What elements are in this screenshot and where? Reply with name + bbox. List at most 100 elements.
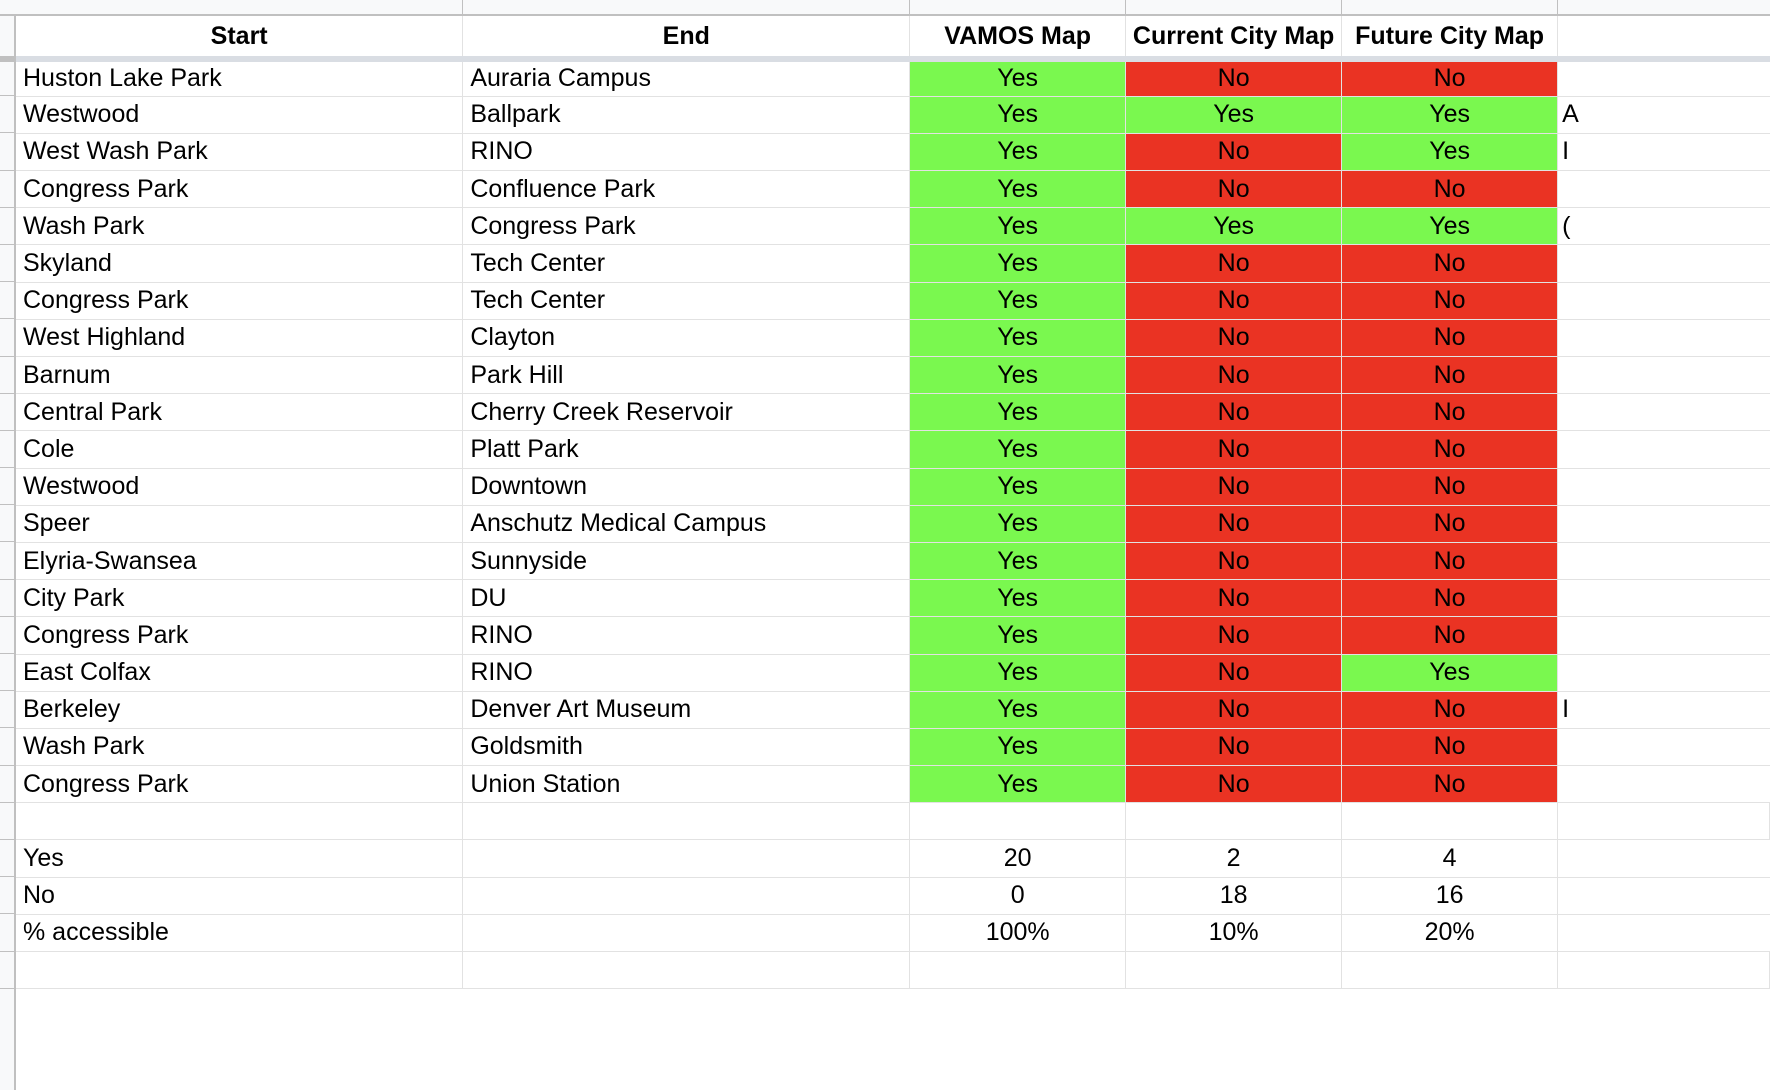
cell-vamos[interactable]: Yes bbox=[909, 765, 1127, 804]
cell-overflow[interactable]: ( bbox=[1557, 207, 1770, 246]
row-divider[interactable] bbox=[0, 355, 16, 357]
summary-vamos[interactable]: 100% bbox=[909, 914, 1127, 953]
cell-vamos[interactable]: Yes bbox=[909, 170, 1127, 209]
cell-future[interactable]: No bbox=[1341, 282, 1559, 320]
cell-end[interactable]: Ballpark bbox=[462, 96, 911, 134]
cell-start[interactable]: Skyland bbox=[16, 244, 464, 283]
cell-current[interactable]: No bbox=[1125, 654, 1343, 692]
empty-cell[interactable] bbox=[1557, 914, 1770, 953]
row-divider[interactable] bbox=[0, 95, 16, 97]
freeze-handle[interactable] bbox=[0, 56, 16, 62]
cell-end[interactable]: Platt Park bbox=[462, 430, 911, 469]
cell-vamos[interactable]: Yes bbox=[909, 654, 1127, 692]
cell-start[interactable]: Central Park bbox=[16, 393, 464, 432]
cell-vamos[interactable]: Yes bbox=[909, 319, 1127, 358]
cell-vamos[interactable]: Yes bbox=[909, 728, 1127, 767]
cell-start[interactable]: Wash Park bbox=[16, 728, 464, 767]
column-divider[interactable] bbox=[1125, 0, 1126, 16]
cell-future[interactable]: No bbox=[1341, 59, 1559, 97]
row-divider[interactable] bbox=[0, 243, 16, 245]
cell-start[interactable]: Congress Park bbox=[16, 765, 464, 804]
cell-start[interactable]: Westwood bbox=[16, 96, 464, 134]
cell-start[interactable]: West Highland bbox=[16, 319, 464, 358]
empty-cell[interactable] bbox=[462, 877, 911, 915]
row-divider[interactable] bbox=[0, 764, 16, 766]
row-divider[interactable] bbox=[0, 615, 16, 617]
row-divider[interactable] bbox=[0, 987, 16, 989]
row-divider[interactable] bbox=[0, 578, 16, 580]
cell-end[interactable]: Cherry Creek Reservoir bbox=[462, 393, 911, 432]
cell-future[interactable]: No bbox=[1341, 319, 1559, 358]
summary-current[interactable]: 10% bbox=[1125, 914, 1343, 953]
cell-end[interactable]: Goldsmith bbox=[462, 728, 911, 767]
column-divider[interactable] bbox=[462, 0, 463, 16]
header-vamos-map[interactable]: VAMOS Map bbox=[909, 16, 1127, 62]
row-divider[interactable] bbox=[0, 132, 16, 134]
cell-start[interactable]: Congress Park bbox=[16, 170, 464, 209]
cell-future[interactable]: No bbox=[1341, 430, 1559, 469]
header-current-city-map[interactable]: Current City Map bbox=[1125, 16, 1343, 62]
cell-vamos[interactable]: Yes bbox=[909, 59, 1127, 97]
cell-future[interactable]: No bbox=[1341, 728, 1559, 767]
summary-future[interactable]: 4 bbox=[1341, 839, 1559, 878]
cell-current[interactable]: No bbox=[1125, 319, 1343, 358]
cell-end[interactable]: Sunnyside bbox=[462, 542, 911, 581]
summary-current[interactable]: 18 bbox=[1125, 877, 1343, 915]
empty-cell[interactable] bbox=[1557, 877, 1770, 915]
cell-overflow[interactable] bbox=[1557, 579, 1770, 618]
cell-vamos[interactable]: Yes bbox=[909, 579, 1127, 618]
cell-future[interactable]: No bbox=[1341, 616, 1559, 655]
cell-end[interactable]: Tech Center bbox=[462, 244, 911, 283]
row-divider[interactable] bbox=[0, 690, 16, 692]
empty-cell[interactable] bbox=[1557, 951, 1770, 990]
cell-vamos[interactable]: Yes bbox=[909, 505, 1127, 543]
cell-vamos[interactable]: Yes bbox=[909, 616, 1127, 655]
cell-current[interactable]: No bbox=[1125, 170, 1343, 209]
cell-current[interactable]: Yes bbox=[1125, 96, 1343, 134]
cell-end[interactable]: Auraria Campus bbox=[462, 59, 911, 97]
cell-future[interactable]: No bbox=[1341, 542, 1559, 581]
row-divider[interactable] bbox=[0, 876, 16, 878]
row-divider[interactable] bbox=[0, 541, 16, 543]
cell-overflow[interactable] bbox=[1557, 542, 1770, 581]
cell-start[interactable]: Wash Park bbox=[16, 207, 464, 246]
cell-current[interactable]: No bbox=[1125, 282, 1343, 320]
cell-end[interactable]: Park Hill bbox=[462, 356, 911, 395]
cell-current[interactable]: No bbox=[1125, 244, 1343, 283]
cell-future[interactable]: No bbox=[1341, 170, 1559, 209]
cell-overflow[interactable] bbox=[1557, 505, 1770, 543]
empty-cell[interactable] bbox=[1557, 839, 1770, 878]
cell-future[interactable]: No bbox=[1341, 244, 1559, 283]
cell-overflow[interactable]: I bbox=[1557, 691, 1770, 729]
cell-end[interactable]: Union Station bbox=[462, 765, 911, 804]
header-end[interactable]: End bbox=[462, 16, 911, 62]
summary-label[interactable]: Yes bbox=[16, 839, 464, 878]
cell-start[interactable]: West Wash Park bbox=[16, 133, 464, 172]
cell-current[interactable]: No bbox=[1125, 728, 1343, 767]
cell-start[interactable]: Speer bbox=[16, 505, 464, 543]
summary-future[interactable]: 20% bbox=[1341, 914, 1559, 953]
cell-end[interactable]: Tech Center bbox=[462, 282, 911, 320]
cell-overflow[interactable] bbox=[1557, 356, 1770, 395]
cell-current[interactable]: No bbox=[1125, 133, 1343, 172]
cell-end[interactable]: RINO bbox=[462, 133, 911, 172]
cell-overflow[interactable] bbox=[1557, 430, 1770, 469]
cell-current[interactable]: No bbox=[1125, 542, 1343, 581]
row-divider[interactable] bbox=[0, 504, 16, 506]
cell-current[interactable]: No bbox=[1125, 430, 1343, 469]
cell-vamos[interactable]: Yes bbox=[909, 691, 1127, 729]
cell-end[interactable]: Downtown bbox=[462, 468, 911, 506]
cell-start[interactable]: Westwood bbox=[16, 468, 464, 506]
empty-cell[interactable] bbox=[16, 802, 464, 841]
row-divider[interactable] bbox=[0, 281, 16, 283]
cell-future[interactable]: No bbox=[1341, 468, 1559, 506]
empty-cell[interactable] bbox=[1557, 802, 1770, 841]
summary-label[interactable]: % accessible bbox=[16, 914, 464, 953]
cell-overflow[interactable] bbox=[1557, 170, 1770, 209]
row-divider[interactable] bbox=[0, 950, 16, 952]
row-divider[interactable] bbox=[0, 206, 16, 208]
header-start[interactable]: Start bbox=[16, 16, 464, 62]
column-divider[interactable] bbox=[1341, 0, 1342, 16]
cell-end[interactable]: Anschutz Medical Campus bbox=[462, 505, 911, 543]
cell-vamos[interactable]: Yes bbox=[909, 542, 1127, 581]
